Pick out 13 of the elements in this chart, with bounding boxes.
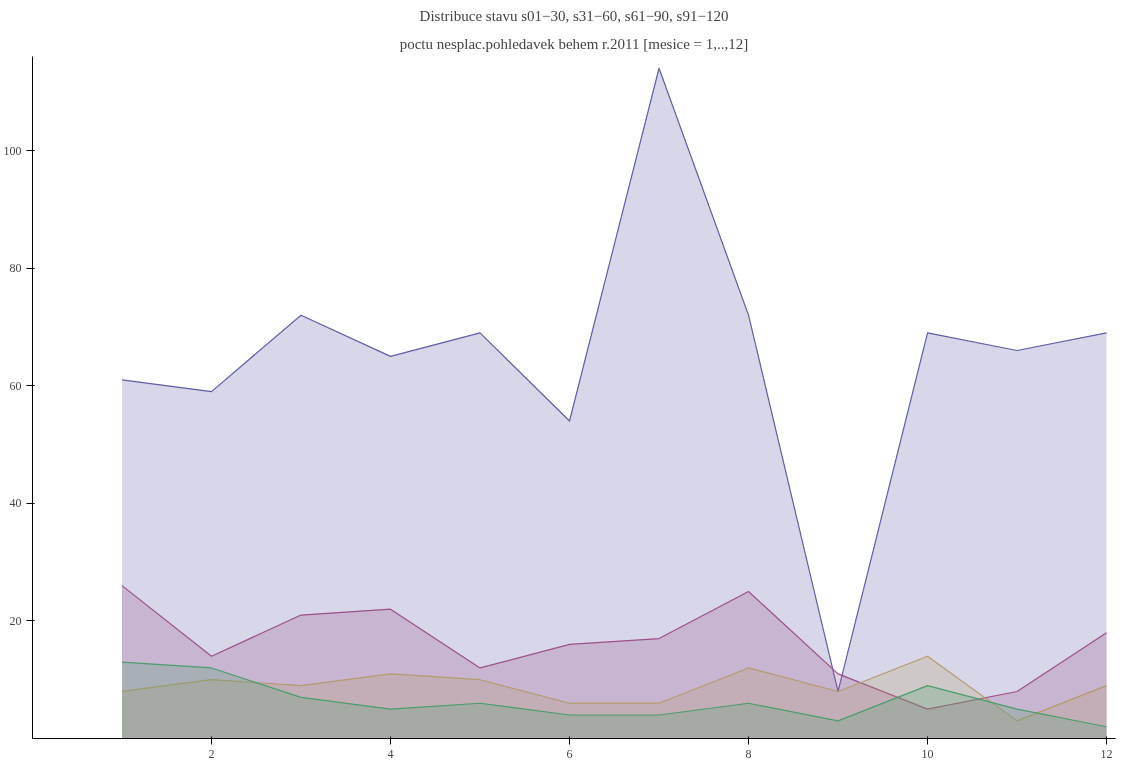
y-tick-label: 100: [3, 143, 22, 158]
y-tick-label: 20: [9, 613, 22, 628]
y-tick-label: 80: [9, 261, 22, 276]
x-tick-label: 12: [1100, 746, 1113, 761]
y-tick-label: 60: [9, 378, 22, 393]
chart-title: Distribuce stavu s01−30, s31−60, s61−90, s91−120: [419, 7, 729, 24]
chart-subtitle: poctu nesplac.pohledavek behem r.2011 [mesice = 1,..,12]: [399, 35, 749, 52]
x-tick-label: 6: [566, 746, 573, 761]
x-tick-label: 8: [745, 746, 752, 761]
x-tick-label: 4: [387, 746, 394, 761]
y-tick-label: 40: [9, 496, 22, 511]
x-tick-label: 2: [208, 746, 215, 761]
x-tick-label: 10: [921, 746, 934, 761]
